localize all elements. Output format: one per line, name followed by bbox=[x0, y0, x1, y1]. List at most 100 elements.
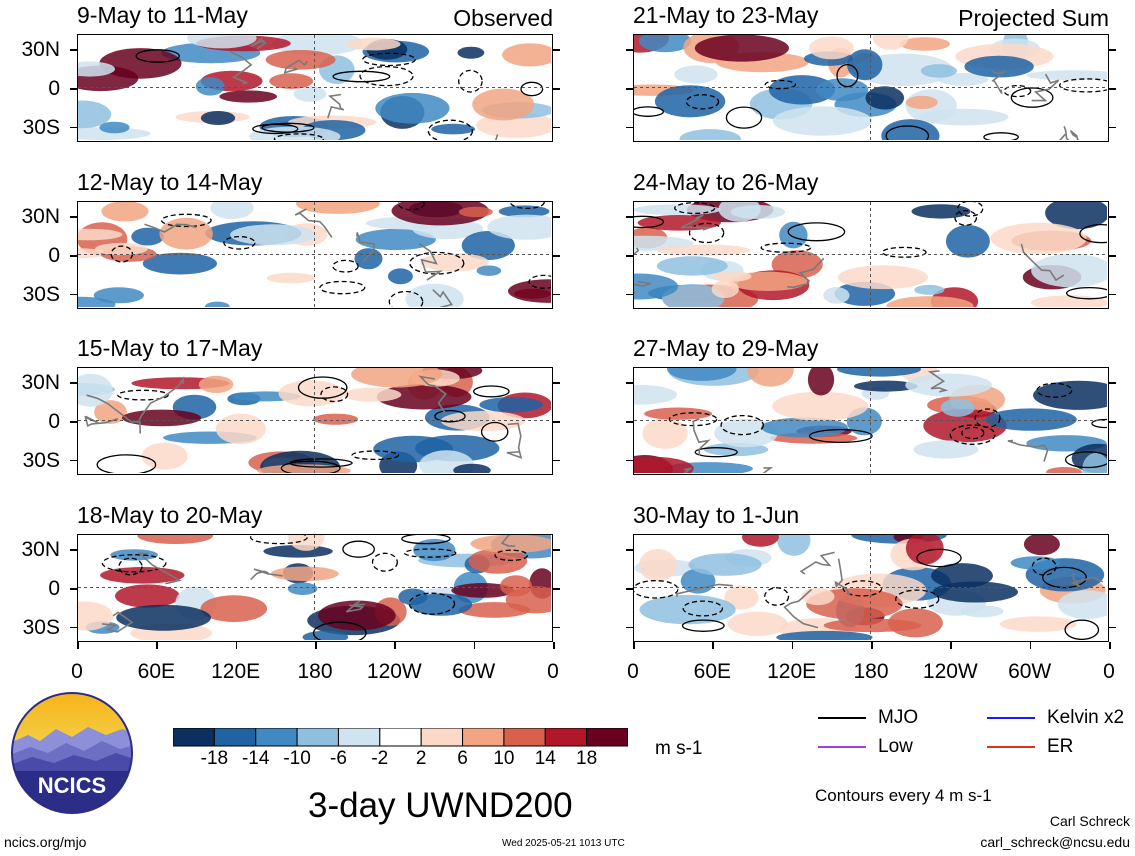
coastline bbox=[634, 247, 640, 255]
x-tick-mark bbox=[712, 642, 714, 649]
footer-email[interactable]: carl_schreck@ncsu.edu bbox=[980, 834, 1130, 850]
anomaly-region bbox=[249, 126, 341, 140]
anomaly-region bbox=[94, 242, 148, 256]
y-tick-mark bbox=[70, 421, 77, 423]
contour bbox=[674, 202, 716, 215]
contour bbox=[319, 280, 366, 295]
coastline bbox=[692, 418, 711, 456]
anomaly-region bbox=[78, 373, 113, 407]
anomaly-region bbox=[816, 78, 869, 102]
legend-label: MJO bbox=[878, 707, 919, 728]
anomaly-region bbox=[881, 119, 940, 140]
anomaly-region bbox=[498, 205, 550, 218]
anomaly-region bbox=[391, 202, 489, 226]
contour bbox=[252, 123, 299, 135]
anomaly-region bbox=[873, 35, 909, 50]
panel-title: 30-May to 1-Jun bbox=[633, 502, 800, 528]
anomaly-region bbox=[777, 535, 811, 556]
anomaly-region bbox=[918, 108, 1009, 126]
anomaly-region bbox=[505, 586, 551, 614]
lon-tick-label: 120W bbox=[922, 660, 978, 683]
contour bbox=[764, 79, 797, 90]
y-tick-mark bbox=[553, 421, 560, 423]
lat-tick-label: 0 bbox=[48, 577, 60, 600]
contour bbox=[764, 587, 790, 606]
contour bbox=[681, 619, 725, 632]
colorbar-swatch bbox=[379, 728, 422, 747]
contour bbox=[332, 70, 391, 83]
anomaly-region bbox=[914, 284, 945, 295]
anomaly-region bbox=[1057, 590, 1107, 619]
y-tick-mark bbox=[1109, 126, 1116, 129]
footer-url[interactable]: ncics.org/mjo bbox=[4, 834, 87, 850]
contour bbox=[135, 49, 180, 63]
x-tick-mark bbox=[553, 642, 555, 649]
contour bbox=[472, 385, 510, 398]
anomaly-region bbox=[343, 387, 402, 402]
anomaly-region bbox=[413, 538, 456, 562]
contour bbox=[332, 259, 359, 273]
coastline bbox=[783, 588, 819, 629]
y-tick-mark bbox=[70, 216, 77, 218]
anomaly-region bbox=[638, 549, 677, 582]
lon-tick-label: 60E bbox=[137, 660, 176, 683]
wind-field bbox=[78, 35, 551, 140]
anomaly-region bbox=[666, 368, 737, 381]
lat-tick-label: 30S bbox=[22, 615, 60, 639]
anomaly-region bbox=[354, 248, 383, 270]
anomaly-region bbox=[905, 373, 992, 397]
y-tick-mark bbox=[553, 126, 560, 129]
anomaly-region bbox=[1046, 467, 1083, 473]
coastline bbox=[1031, 73, 1060, 102]
y-tick-mark bbox=[626, 549, 633, 551]
anomaly-region bbox=[634, 204, 721, 216]
panel-title: 12-May to 14-May bbox=[77, 169, 263, 195]
contour bbox=[480, 421, 509, 442]
y-tick-mark bbox=[626, 459, 633, 462]
anomaly-region bbox=[654, 85, 726, 118]
colorbar-units: m s-1 bbox=[655, 738, 703, 759]
y-tick-mark bbox=[70, 255, 77, 257]
contour bbox=[842, 580, 883, 597]
anomaly-region bbox=[468, 548, 528, 574]
colorbar-tick-label: -2 bbox=[371, 748, 389, 769]
anomaly-region bbox=[847, 49, 883, 81]
contour bbox=[359, 65, 414, 87]
anomaly-region bbox=[985, 408, 1077, 431]
wind-field bbox=[634, 35, 1107, 140]
y-tick-mark bbox=[70, 49, 77, 51]
contour bbox=[983, 132, 1019, 140]
coastline bbox=[136, 376, 185, 424]
coastline bbox=[250, 37, 267, 50]
anomaly-region bbox=[502, 43, 551, 67]
contour bbox=[273, 133, 325, 140]
anomaly-region bbox=[674, 65, 718, 84]
contour bbox=[1091, 418, 1107, 429]
contour bbox=[297, 376, 348, 399]
y-tick-mark bbox=[626, 255, 633, 257]
coastline bbox=[506, 422, 523, 459]
anomaly-region bbox=[656, 244, 751, 256]
anomaly-region bbox=[938, 73, 989, 86]
anomaly-region bbox=[905, 95, 938, 109]
coastline bbox=[991, 70, 1007, 94]
anomaly-region bbox=[287, 582, 318, 595]
y-tick-mark bbox=[626, 421, 633, 423]
colorbar-tick-label: -18 bbox=[200, 748, 229, 769]
anomaly-region bbox=[115, 584, 180, 608]
anomaly-region bbox=[661, 284, 725, 307]
anomaly-region bbox=[642, 417, 688, 449]
anomaly-region bbox=[837, 265, 929, 290]
coastline bbox=[500, 535, 516, 547]
legend-label: ER bbox=[1047, 736, 1074, 757]
panel-map bbox=[633, 367, 1109, 475]
contour bbox=[388, 290, 424, 307]
lat-tick-label: 30S bbox=[22, 448, 60, 472]
lon-tick-label: 180 bbox=[853, 660, 889, 683]
anomaly-region bbox=[940, 398, 975, 417]
anomaly-region bbox=[1023, 535, 1060, 556]
wind-field bbox=[634, 202, 1107, 307]
anomaly-region bbox=[122, 409, 202, 427]
anomaly-region bbox=[296, 202, 380, 214]
coastline bbox=[418, 242, 444, 281]
